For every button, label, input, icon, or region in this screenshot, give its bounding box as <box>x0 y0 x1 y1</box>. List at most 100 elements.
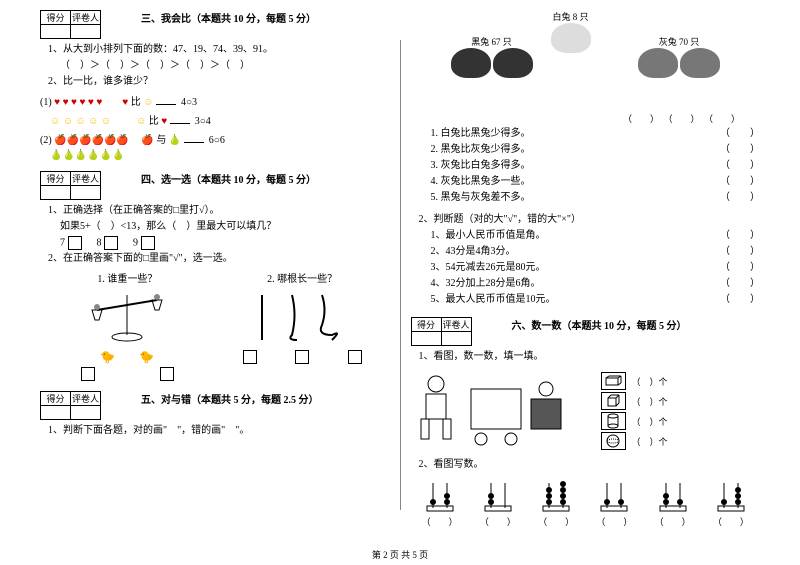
cylinder-icon <box>601 412 626 430</box>
sphere-icon <box>601 432 626 450</box>
checkbox[interactable] <box>68 236 82 250</box>
paren: （ ） <box>704 112 740 125</box>
score-cell <box>41 186 71 200</box>
score-box-6: 得分评卷人 六、数一数（本题共 10 分，每题 5 分） <box>411 317 761 346</box>
score-hdr: 得分 <box>41 11 71 25</box>
bunny-illustration: 白兔 8 只 黑兔 67 只 灰兔 70 只 <box>431 10 741 110</box>
abacus-1: （ ） <box>422 478 458 528</box>
shapes-row-1: (1) ♥ ♥ ♥ ♥ ♥ ♥ ♥ 比 ☺ 4○3 <box>40 93 390 108</box>
checkbox[interactable] <box>348 350 362 364</box>
page-footer: 第 2 页 共 5 页 <box>0 548 800 561</box>
opt-9: 9 <box>133 237 138 248</box>
pear-icon: 🍐 <box>169 135 181 146</box>
row-label: (1) <box>40 97 52 108</box>
q3-1: 1、从大到小排列下面的数：47、19、74、39、91。 <box>48 43 390 57</box>
bq5: 5. 黑兔与灰兔差不多。（ ） <box>431 191 761 205</box>
gray-bunny: 灰兔 70 只 <box>638 35 720 78</box>
score-box-4: 得分评卷人 四、选一选（本题共 10 分，每题 5 分） <box>40 171 390 200</box>
checkbox[interactable] <box>141 236 155 250</box>
bq3-text: 3. 灰兔比白兔多得多。 <box>431 160 531 171</box>
gray-bunny-label: 灰兔 70 只 <box>659 37 700 47</box>
paren: （ ） <box>720 143 760 157</box>
bunny-icon <box>680 48 720 78</box>
score-box-5: 得分评卷人 五、对与错（本题共 5 分，每题 2.5 分） <box>40 391 390 420</box>
black-bunny-label: 黑兔 67 只 <box>471 37 512 47</box>
cmp-text: 与 <box>156 135 166 146</box>
jq1: 1、最小人民币币值是角。 （ ） <box>431 229 761 243</box>
checkbox[interactable] <box>81 367 95 381</box>
grader-hdr: 评卷人 <box>441 318 471 332</box>
abacus-blank: （ ） <box>538 515 574 528</box>
bq4: 4. 灰兔比黑兔多一些。（ ） <box>431 175 761 189</box>
shape-count-table: （ ）个 （ ）个 （ ）个 （ ）个 <box>601 370 668 452</box>
grader-hdr: 评卷人 <box>71 172 101 186</box>
row-label: (2) <box>40 135 52 146</box>
apple-icon: 🍎 <box>141 135 153 146</box>
grader-cell <box>71 25 101 39</box>
blank <box>184 133 204 143</box>
score-box-3: 得分评卷人 三、我会比（本题共 10 分，每题 5 分） <box>40 10 390 39</box>
robot-area: （ ）个 （ ）个 （ ）个 （ ）个 <box>411 366 761 456</box>
abacus-blank: （ ） <box>422 515 458 528</box>
bq2-text: 2. 黑兔比灰兔少得多。 <box>431 144 531 155</box>
score-table: 得分评卷人 <box>40 391 101 420</box>
shapes-row-3: (2) 🍎🍎🍎🍎🍎🍎 🍎 与 🍐 6○6 <box>40 131 390 146</box>
cmp-expr: 4○3 <box>181 97 197 108</box>
grader-cell <box>71 406 101 420</box>
section-6-title: 六、数一数（本题共 10 分，每题 5 分） <box>512 317 687 346</box>
grader-hdr: 评卷人 <box>71 392 101 406</box>
paren: （ ） <box>720 293 760 307</box>
shapes-row-2: ☺ ☺ ☺ ☺ ☺ ☺ 比 ♥ 3○4 <box>40 112 390 127</box>
smile-icon: ☺ <box>136 116 146 127</box>
grader-cell <box>71 186 101 200</box>
grader-cell <box>441 332 471 346</box>
q5-1: 1、判断下面各题，对的画" "，错的画" "。 <box>48 424 390 438</box>
check-row <box>49 367 206 381</box>
count-blank: （ ）个 <box>632 375 668 388</box>
checkbox[interactable] <box>160 367 174 381</box>
smile-icon: ☺ <box>143 97 153 108</box>
section-4-title: 四、选一选（本题共 10 分，每题 5 分） <box>141 171 316 200</box>
judge-title: 2、判断题（对的大"√"，错的大"×"） <box>419 213 761 227</box>
checkbox[interactable] <box>295 350 309 364</box>
q4-1a: 如果5+（ ）<13，那么（ ）里最大可以填几？ <box>60 220 390 234</box>
blank <box>156 95 176 105</box>
pear-icon: 🍐🍐🍐🍐🍐🍐 <box>50 150 125 161</box>
left-column: 得分评卷人 三、我会比（本题共 10 分，每题 5 分） 1、从大到小排列下面的… <box>30 10 400 540</box>
score-hdr: 得分 <box>41 172 71 186</box>
robot-illustration-icon <box>411 369 591 454</box>
q4-1: 1、正确选择（在正确答案的□里打√）。 <box>48 204 390 218</box>
cmp-expr: 3○4 <box>195 116 211 127</box>
apple-icon: 🍎🍎🍎🍎🍎🍎 <box>54 135 129 146</box>
cmp-expr: 6○6 <box>209 135 225 146</box>
checkbox[interactable] <box>104 236 118 250</box>
q6-1: 1、看图，数一数，填一填。 <box>419 350 761 364</box>
bq1: 1. 白兔比黑兔少得多。（ ） <box>431 127 761 141</box>
rope-icon <box>252 285 352 345</box>
blank <box>170 114 190 124</box>
count-blank: （ ）个 <box>632 395 668 408</box>
bq1-text: 1. 白兔比黑兔少得多。 <box>431 128 531 139</box>
score-hdr: 得分 <box>41 392 71 406</box>
bunny-paren-row: （ ） （ ） （ ） <box>411 112 741 125</box>
checkbox[interactable] <box>243 350 257 364</box>
paren: （ ） <box>720 245 760 259</box>
black-bunny: 黑兔 67 只 <box>451 35 533 78</box>
section-5-title: 五、对与错（本题共 5 分，每题 2.5 分） <box>141 391 319 420</box>
white-bunny: 白兔 8 只 <box>551 10 591 53</box>
jq1-text: 1、最小人民币币值是角。 <box>431 230 546 241</box>
abacus-row: （ ） （ ） （ ） （ ） （ ） （ ） <box>411 478 761 528</box>
paren: （ ） <box>720 229 760 243</box>
balance-right: 2. 哪根长一些？ <box>223 270 380 381</box>
balance-scale-icon <box>77 285 177 345</box>
score-cell <box>41 25 71 39</box>
page-container: 得分评卷人 三、我会比（本题共 10 分，每题 5 分） 1、从大到小排列下面的… <box>0 0 800 540</box>
paren: （ ） <box>663 112 699 125</box>
heart-icon: ♥ ♥ ♥ ♥ ♥ ♥ <box>54 97 102 108</box>
abacus-blank: （ ） <box>655 515 691 528</box>
right-column: 白兔 8 只 黑兔 67 只 灰兔 70 只 （ ） （ ） （ ） 1. 白兔… <box>401 10 771 540</box>
heart-icon: ♥ <box>122 97 128 108</box>
grader-hdr: 评卷人 <box>71 11 101 25</box>
abacus-5: （ ） <box>655 478 691 528</box>
score-cell <box>41 406 71 420</box>
